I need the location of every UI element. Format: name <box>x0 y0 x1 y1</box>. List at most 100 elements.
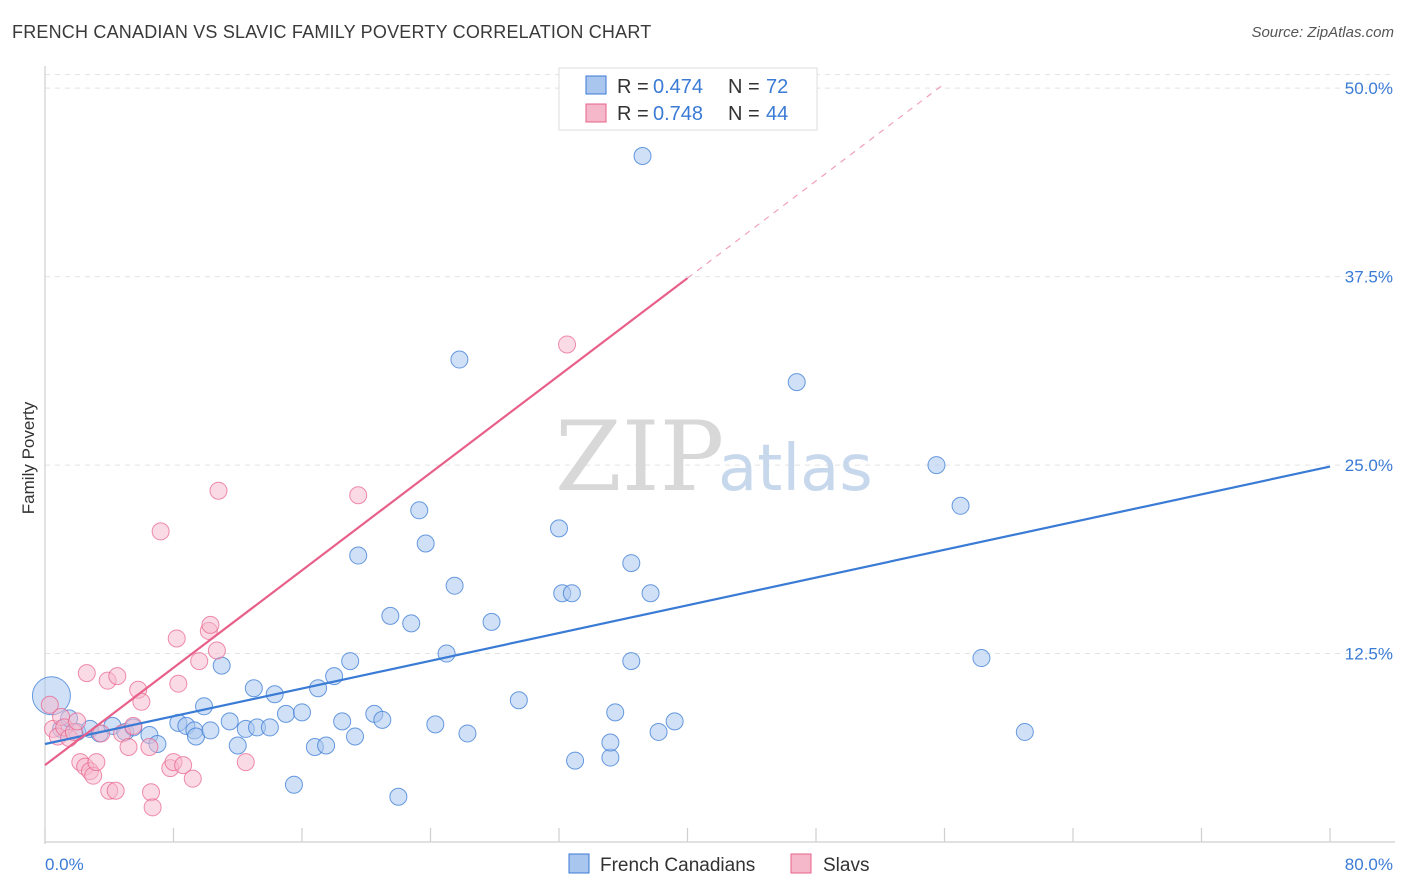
bottom-legend-label-slavs: Slavs <box>823 855 869 876</box>
point-slavs <box>174 756 193 775</box>
point-french-canadians <box>333 712 352 731</box>
point-french-canadians <box>601 733 620 752</box>
point-french-canadians <box>276 704 295 723</box>
point-slavs <box>106 781 125 800</box>
slavs-points <box>40 335 577 817</box>
point-french-canadians <box>665 712 684 731</box>
point-slavs <box>142 783 161 802</box>
y-axis-title: Family Poverty <box>19 401 38 514</box>
point-french-canadians <box>458 724 477 743</box>
bottom-legend-swatch-slavs <box>790 853 812 874</box>
legend-box: R = 0.474 N = 72 R = 0.748 N = 44 <box>558 67 818 131</box>
y-tick-label: 25.0% <box>1345 456 1393 475</box>
legend-r-label-slavs: R = <box>617 103 649 125</box>
point-french-canadians <box>220 712 239 731</box>
point-french-canadians <box>201 721 220 740</box>
point-slavs <box>87 753 106 772</box>
point-french-canadians <box>972 649 991 668</box>
point-french-canadians <box>426 715 445 734</box>
point-slavs <box>77 664 96 683</box>
bottom-legend-label-french: French Canadians <box>600 855 755 876</box>
y-tick-labels: 12.5% 25.0% 37.5% 50.0% <box>1345 79 1393 663</box>
point-slavs <box>167 629 186 648</box>
point-french-canadians <box>212 656 231 675</box>
point-french-canadians <box>951 496 970 515</box>
point-french-canadians <box>482 612 501 631</box>
point-french-canadians <box>622 652 641 671</box>
point-slavs <box>190 652 209 671</box>
point-french-canadians <box>293 703 311 722</box>
legend-n-value-french: 72 <box>766 76 788 98</box>
point-french-canadians <box>228 736 247 755</box>
point-slavs <box>558 335 577 354</box>
x-tick-labels: 0.0% 80.0% <box>45 855 1393 874</box>
point-french-canadians <box>309 679 328 698</box>
bottom-legend: French Canadians Slavs <box>568 853 869 876</box>
y-tick-label: 50.0% <box>1345 79 1393 98</box>
chart-title: FRENCH CANADIAN VS SLAVIC FAMILY POVERTY… <box>12 22 652 42</box>
trend-lines <box>44 83 1331 766</box>
point-french-canadians <box>566 751 585 770</box>
legend-n-label-slavs: N = <box>728 103 760 125</box>
legend-r-value-french: 0.474 <box>653 76 703 98</box>
point-slavs <box>349 486 368 505</box>
point-french-canadians <box>445 576 464 595</box>
point-french-canadians <box>622 554 641 573</box>
legend-n-label-french: N = <box>728 76 760 98</box>
point-slavs <box>151 522 170 541</box>
point-french-canadians <box>381 606 400 625</box>
source-label: Source: ZipAtlas.com <box>1251 24 1394 41</box>
point-french-canadians <box>317 736 336 755</box>
point-french-canadians <box>601 748 620 767</box>
point-slavs <box>68 712 87 731</box>
point-slavs <box>209 481 228 500</box>
legend-swatch-french <box>585 75 607 95</box>
point-french-canadians <box>649 722 668 741</box>
watermark-zip: ZIP <box>555 401 724 513</box>
gridlines <box>45 74 1395 655</box>
point-slavs <box>201 615 220 634</box>
point-french-canadians <box>341 652 360 671</box>
point-french-canadians <box>410 501 429 520</box>
legend-r-value-slavs: 0.748 <box>653 103 703 125</box>
point-french-canadians <box>260 718 279 737</box>
point-french-canadians <box>562 584 581 603</box>
point-french-canadians <box>402 614 421 633</box>
point-french-canadians <box>641 584 660 603</box>
point-slavs <box>119 738 138 757</box>
point-french-canadians <box>244 679 263 698</box>
legend-n-value-slavs: 44 <box>766 103 788 125</box>
x-tick-label-max: 80.0% <box>1345 855 1393 874</box>
point-french-canadians <box>373 710 392 729</box>
point-slavs <box>236 753 255 772</box>
point-slavs <box>207 641 226 660</box>
trend-line-slavs <box>44 277 689 766</box>
trend-line-slavs-extension <box>687 83 945 279</box>
watermark: ZIP atlas <box>555 401 873 513</box>
bottom-legend-swatch-french <box>568 853 590 874</box>
legend-r-label-french: R = <box>617 76 649 98</box>
legend-swatch-slavs <box>585 103 607 123</box>
point-french-canadians <box>550 519 568 538</box>
point-french-canadians <box>349 546 368 565</box>
y-tick-label: 12.5% <box>1345 645 1393 664</box>
point-french-canadians <box>284 775 303 794</box>
point-french-canadians <box>1015 722 1034 741</box>
y-tick-label: 37.5% <box>1345 268 1393 287</box>
point-slavs <box>108 667 127 686</box>
point-slavs <box>140 738 159 757</box>
point-slavs <box>143 798 162 817</box>
point-french-canadians <box>787 373 806 392</box>
point-french-canadians <box>606 703 625 722</box>
x-tick-label-min: 0.0% <box>45 855 84 874</box>
point-slavs <box>40 695 59 714</box>
point-french-canadians <box>450 350 469 369</box>
trend-line-french-canadians <box>44 465 1331 746</box>
point-french-canadians <box>633 147 652 165</box>
point-french-canadians <box>927 456 946 475</box>
axes <box>44 66 1395 844</box>
point-french-canadians <box>195 697 214 716</box>
point-french-canadians <box>389 787 408 806</box>
watermark-atlas: atlas <box>718 432 873 506</box>
